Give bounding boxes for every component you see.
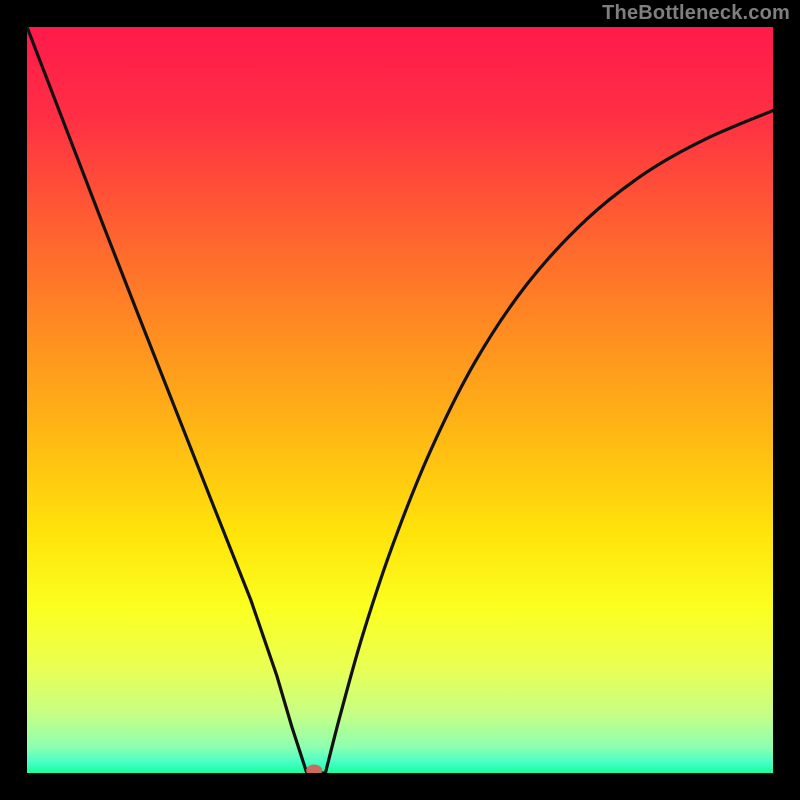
bottleneck-chart (0, 0, 800, 800)
watermark-label: TheBottleneck.com (602, 2, 790, 25)
chart-stage: TheBottleneck.com (0, 0, 800, 800)
plot-area (27, 27, 773, 773)
